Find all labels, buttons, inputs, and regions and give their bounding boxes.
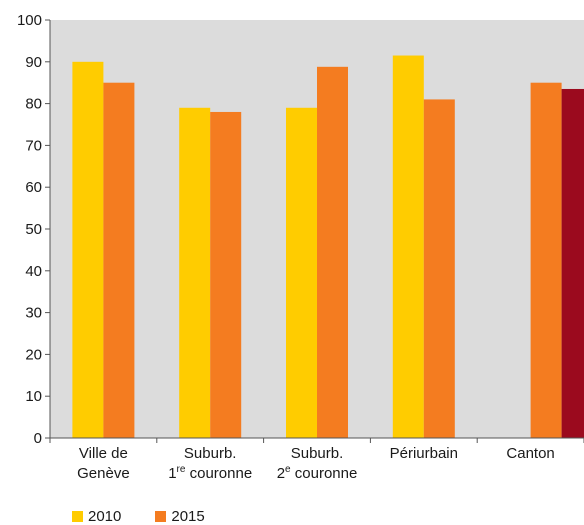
bar-extra-4 <box>561 88 584 438</box>
y-tick-label: 10 <box>25 388 42 405</box>
bar-2010-1 <box>179 107 211 438</box>
legend-swatch-2015 <box>155 511 167 522</box>
legend-label-2015: 2015 <box>171 508 205 525</box>
legend: 2010 2015 <box>72 509 205 524</box>
y-tick-label: 50 <box>25 221 42 238</box>
legend-label-2010: 2010 <box>88 508 122 525</box>
y-tick-label: 60 <box>25 179 42 196</box>
bar-2015-2 <box>317 66 348 438</box>
category-label-line2: 1re couronne <box>168 464 252 482</box>
category-label-line2: 2e couronne <box>277 464 358 482</box>
y-tick-label: 0 <box>34 430 42 447</box>
y-tick-label: 80 <box>25 96 42 113</box>
category-label-line1: Suburb. <box>184 445 237 462</box>
y-tick-label: 20 <box>25 346 42 363</box>
category-label-line1: Suburb. <box>291 445 344 462</box>
y-tick-label: 70 <box>25 137 42 154</box>
y-tick-label: 100 <box>17 12 42 29</box>
bar-2010-0 <box>72 61 104 439</box>
category-label-line1: Canton <box>506 445 554 462</box>
bar-2010-2 <box>286 107 317 438</box>
legend-item-2010: 2010 <box>72 509 121 524</box>
bar-2015-0 <box>103 82 135 438</box>
bar-2015-1 <box>210 111 242 439</box>
category-label-line2: Genève <box>77 465 130 482</box>
y-tick-label: 90 <box>25 54 42 71</box>
category-label-line1: Ville de <box>79 445 128 462</box>
bar-2015-3 <box>423 99 455 439</box>
bar-2010-3 <box>392 55 424 438</box>
category-label-line1: Périurbain <box>390 445 458 462</box>
legend-item-2015: 2015 <box>155 508 205 525</box>
y-tick-label: 40 <box>25 263 42 280</box>
legend-swatch-2010 <box>72 511 83 522</box>
bar-2015-4 <box>530 82 562 438</box>
y-tick-label: 30 <box>25 305 42 322</box>
